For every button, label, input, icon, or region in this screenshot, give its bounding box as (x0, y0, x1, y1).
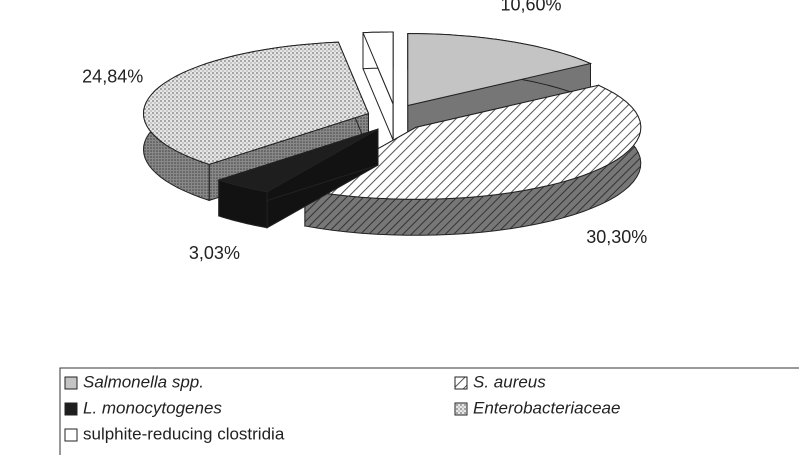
legend-label: L. monocytogenes (83, 398, 222, 417)
data-label: 3,03% (189, 243, 240, 263)
legend-swatch (64, 376, 78, 390)
data-label: 10,60% (500, 0, 561, 15)
legend-swatch (454, 402, 468, 416)
legend-swatch (64, 402, 78, 416)
pie: 10,60% 30,30% 3,03% 24,84% 1,50% (82, 0, 647, 263)
legend-label: sulphite-reducing clostridia (83, 424, 285, 443)
legend-box (59, 367, 799, 455)
legend-label: Enterobacteriaceae (473, 398, 620, 417)
slice (142, 41, 370, 165)
data-label: 24,84% (82, 66, 143, 86)
data-label: 30,30% (586, 227, 647, 247)
legend-swatch (454, 376, 468, 390)
slice (362, 31, 394, 105)
legend-label: S. aureus (473, 372, 546, 391)
legend-swatch (64, 428, 78, 442)
slice (407, 32, 593, 107)
data-label: 1,50% (350, 0, 401, 1)
legend-label: Salmonella spp. (83, 372, 204, 391)
slice (303, 84, 642, 200)
slice (217, 128, 379, 193)
legend: Salmonella spp. S. aureus L. monocytogenes… (64, 372, 620, 443)
